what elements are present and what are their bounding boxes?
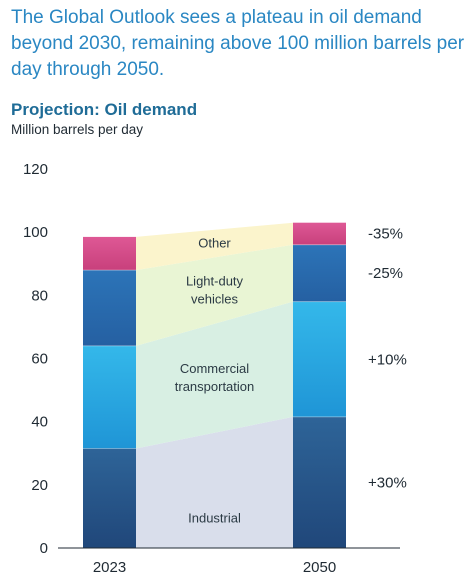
y-tick-label: 60: [31, 351, 48, 368]
segment-labels: Industrial Commercial transportation Light-…: [175, 236, 255, 526]
x-tick-label: 2023: [93, 559, 126, 576]
band-light-duty: [136, 244, 293, 346]
change-label-other: -35%: [368, 226, 403, 243]
segment-label-commercial: transportation: [175, 379, 255, 394]
y-axis-label: Million barrels per day: [11, 122, 144, 137]
connector-bands: [136, 222, 293, 548]
y-tick-label: 0: [40, 540, 48, 557]
segment-label-industrial: Industrial: [188, 510, 241, 525]
bar-2050-commercial: [293, 301, 346, 417]
x-tick-label: 2050: [303, 559, 336, 576]
segment-label-other: Other: [198, 236, 231, 251]
bar-2023-light-duty: [83, 270, 136, 346]
y-tick-label: 80: [31, 287, 48, 304]
stacked-bars: [83, 222, 346, 548]
change-labels: +30% +10% -25% -35%: [368, 226, 407, 492]
y-tick-label: 120: [23, 161, 48, 178]
segment-label-commercial: Commercial: [180, 361, 249, 376]
bar-2050-industrial: [293, 416, 346, 548]
bar-2023-other: [83, 236, 136, 271]
y-tick-label: 40: [31, 414, 48, 431]
bar-2023-commercial: [83, 345, 136, 449]
change-label-light-duty: -25%: [368, 265, 403, 282]
band-commercial: [136, 301, 293, 449]
x-axis: 2023 2050: [93, 559, 336, 576]
headline: The Global Outlook sees a plateau in oil…: [11, 7, 465, 80]
y-axis: 0 20 40 60 80 100 120: [23, 161, 400, 557]
band-other: [136, 222, 293, 271]
change-label-commercial: +10%: [368, 351, 407, 368]
change-label-industrial: +30%: [368, 474, 407, 491]
y-tick-label: 20: [31, 477, 48, 494]
chart-title: Projection: Oil demand: [11, 100, 198, 119]
y-tick-label: 100: [23, 224, 48, 241]
segment-label-light-duty: Light-duty: [186, 274, 244, 289]
band-industrial: [136, 416, 293, 548]
bar-2023-industrial: [83, 448, 136, 548]
segment-label-light-duty: vehicles: [191, 292, 238, 307]
bar-2050-other: [293, 222, 346, 245]
bar-2050-light-duty: [293, 244, 346, 302]
